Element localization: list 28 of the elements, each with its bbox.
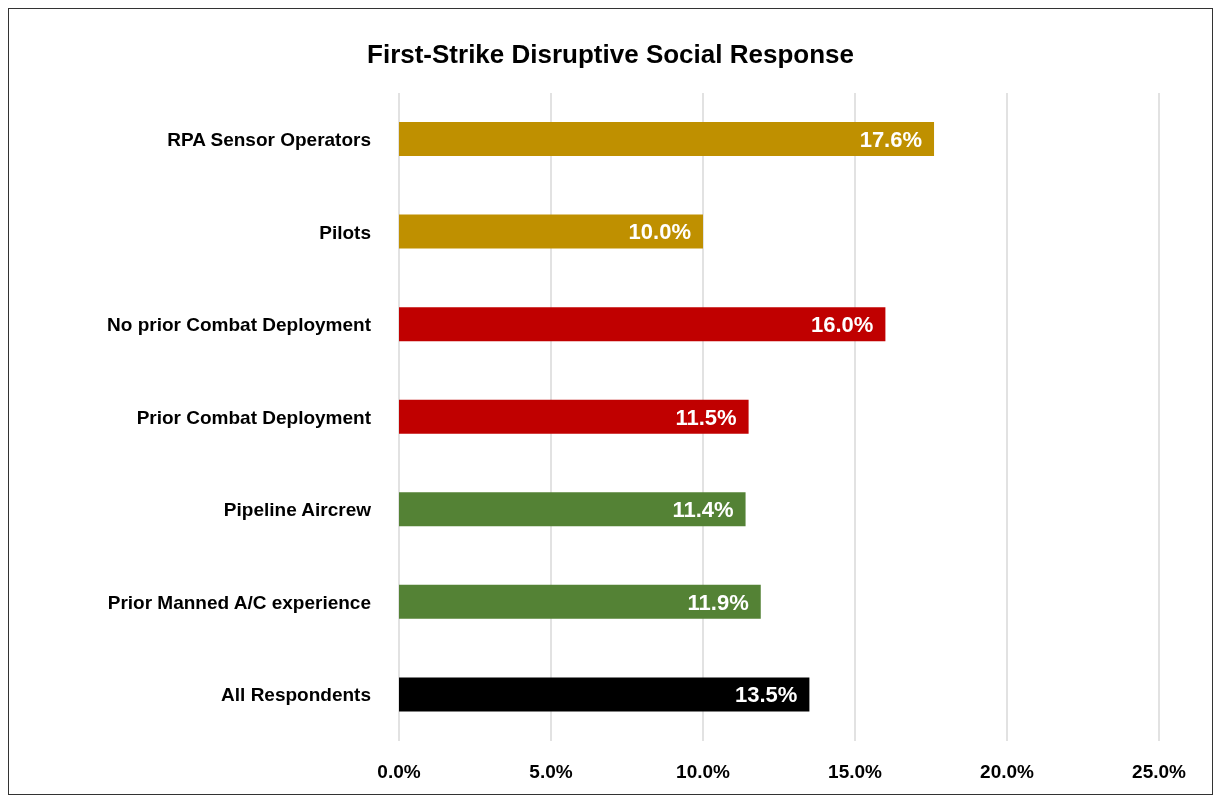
chart-title: First-Strike Disruptive Social Response — [366, 39, 855, 71]
x-tick-label: 15.0% — [828, 761, 883, 783]
x-tick-label: 25.0% — [1132, 761, 1187, 783]
bar — [399, 122, 935, 156]
data-label: 11.9% — [687, 589, 749, 615]
y-tick-label: Prior Manned A/C experience — [107, 591, 371, 613]
data-label: 11.5% — [675, 404, 737, 430]
bar — [399, 492, 746, 527]
x-tick-label: 0.0% — [377, 761, 421, 783]
y-tick-label: No prior Combat Deployment — [107, 314, 372, 336]
data-label: 13.5% — [735, 682, 798, 708]
bar — [399, 584, 761, 619]
y-tick-label: Prior Combat Deployment — [136, 406, 372, 428]
data-label: 16.0% — [811, 311, 874, 337]
y-tick-label: All Respondents — [221, 684, 371, 706]
data-label: 17.6% — [859, 126, 923, 152]
x-tick-label: 20.0% — [980, 761, 1035, 783]
y-tick-label: RPA Sensor Operators — [167, 129, 371, 151]
bar — [399, 399, 749, 434]
data-label: 10.0% — [628, 219, 691, 245]
bar — [399, 307, 886, 342]
bar — [399, 677, 810, 712]
data-label: 11.4% — [672, 497, 734, 523]
bar — [399, 214, 703, 249]
x-tick-label: 5.0% — [529, 761, 573, 783]
y-tick-label: Pipeline Aircrew — [223, 499, 372, 521]
y-tick-label: Pilots — [319, 221, 371, 243]
x-tick-label: 10.0% — [676, 761, 731, 783]
